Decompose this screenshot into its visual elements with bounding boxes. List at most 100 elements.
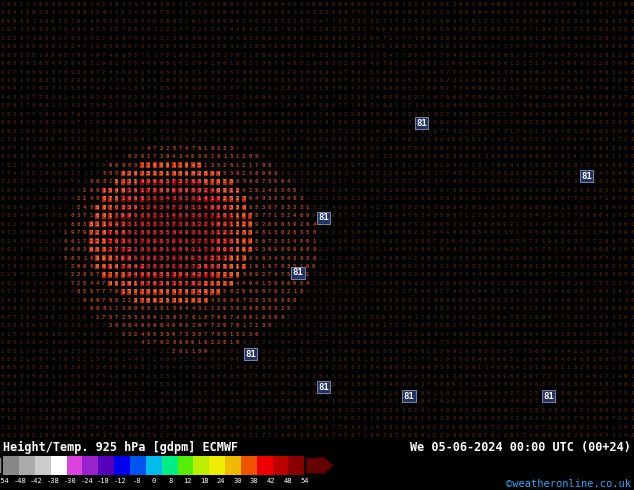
Text: 9: 9: [522, 399, 526, 404]
Text: 6: 6: [579, 306, 583, 311]
Text: 6: 6: [191, 315, 195, 320]
Text: 9: 9: [611, 196, 614, 201]
Text: 5: 5: [108, 86, 112, 92]
Text: 6: 6: [96, 213, 99, 218]
Text: 3: 3: [96, 357, 99, 362]
Text: 7: 7: [554, 298, 557, 303]
Text: 0: 0: [344, 298, 347, 303]
Text: 4: 4: [0, 95, 4, 100]
Text: 1: 1: [299, 357, 302, 362]
Text: 8: 8: [6, 112, 10, 117]
Text: 3: 3: [146, 264, 150, 269]
Text: 5: 5: [39, 298, 42, 303]
Text: 9: 9: [484, 256, 488, 261]
Text: 6: 6: [363, 399, 366, 404]
Text: 7: 7: [408, 213, 411, 218]
Text: 6: 6: [503, 179, 507, 184]
Text: 4: 4: [287, 340, 290, 345]
Text: 0: 0: [172, 357, 176, 362]
Text: 7: 7: [204, 70, 207, 74]
Text: 1: 1: [32, 19, 36, 24]
Text: 3: 3: [401, 205, 404, 210]
Text: 6: 6: [554, 348, 557, 354]
Text: 1: 1: [242, 425, 245, 430]
Text: 0: 0: [579, 70, 583, 74]
Text: 7: 7: [108, 205, 112, 210]
Text: 0: 0: [554, 95, 557, 100]
Text: 8: 8: [261, 366, 264, 370]
Text: 8: 8: [535, 103, 538, 108]
Text: 3: 3: [338, 70, 341, 74]
Text: 1: 1: [554, 19, 557, 24]
Text: 3: 3: [477, 416, 481, 421]
Text: 8: 8: [121, 137, 124, 142]
Text: 1: 1: [198, 196, 201, 201]
Text: 3: 3: [567, 382, 570, 388]
Text: 2: 2: [223, 196, 226, 201]
Bar: [178, 456, 193, 475]
Text: 0: 0: [510, 70, 513, 74]
Text: 9: 9: [510, 290, 513, 294]
Text: 1: 1: [236, 256, 239, 261]
Text: 4: 4: [58, 340, 61, 345]
Text: 5: 5: [433, 366, 436, 370]
Text: 1: 1: [529, 129, 532, 134]
Text: 0: 0: [357, 112, 360, 117]
Text: 0: 0: [159, 129, 163, 134]
Text: 3: 3: [325, 247, 328, 252]
Text: 7: 7: [159, 222, 163, 227]
Text: 4: 4: [370, 205, 373, 210]
Text: 4: 4: [20, 10, 23, 15]
Text: 7: 7: [618, 391, 621, 396]
Text: 8: 8: [554, 433, 557, 438]
Text: 0: 0: [497, 163, 500, 168]
Text: 2: 2: [153, 357, 157, 362]
Text: 5: 5: [13, 95, 16, 100]
Text: 3: 3: [204, 78, 207, 83]
Text: 3: 3: [458, 112, 462, 117]
Text: 1: 1: [452, 256, 455, 261]
Text: 3: 3: [446, 10, 449, 15]
Text: 0: 0: [70, 374, 74, 379]
Text: 0: 0: [89, 433, 93, 438]
Text: 2: 2: [325, 52, 328, 58]
Text: 3: 3: [465, 340, 469, 345]
Text: 8: 8: [83, 433, 86, 438]
Text: 5: 5: [306, 52, 309, 58]
Text: 4: 4: [427, 95, 430, 100]
Text: 8: 8: [306, 433, 309, 438]
Text: 2: 2: [382, 171, 385, 176]
Text: 1: 1: [484, 366, 488, 370]
Text: 8: 8: [389, 146, 392, 150]
Text: 1: 1: [567, 205, 570, 210]
Text: 0: 0: [325, 86, 328, 92]
Text: 8: 8: [535, 95, 538, 100]
Text: 6: 6: [280, 222, 283, 227]
Text: 6: 6: [344, 391, 347, 396]
Text: 8: 8: [121, 391, 124, 396]
Text: 5: 5: [179, 281, 182, 286]
Text: 7: 7: [548, 36, 551, 41]
Text: 0: 0: [223, 213, 226, 218]
Text: 1: 1: [389, 188, 392, 193]
Text: 0: 0: [217, 348, 220, 354]
Text: 2: 2: [77, 103, 80, 108]
Text: 5: 5: [191, 70, 195, 74]
Text: 1: 1: [560, 366, 564, 370]
Text: 5: 5: [458, 256, 462, 261]
Text: 5: 5: [567, 112, 570, 117]
Text: 6: 6: [560, 163, 564, 168]
Text: 8: 8: [484, 179, 488, 184]
Text: 1: 1: [179, 408, 182, 413]
Text: 3: 3: [503, 298, 507, 303]
Text: 0: 0: [605, 112, 608, 117]
Text: 5: 5: [344, 433, 347, 438]
Text: 4: 4: [465, 103, 469, 108]
Text: 6: 6: [32, 306, 36, 311]
Text: 4: 4: [39, 179, 42, 184]
Text: 0: 0: [287, 120, 290, 125]
Text: 4: 4: [249, 137, 252, 142]
Text: 2: 2: [179, 315, 182, 320]
Text: 8: 8: [586, 213, 589, 218]
Text: 9: 9: [605, 357, 608, 362]
